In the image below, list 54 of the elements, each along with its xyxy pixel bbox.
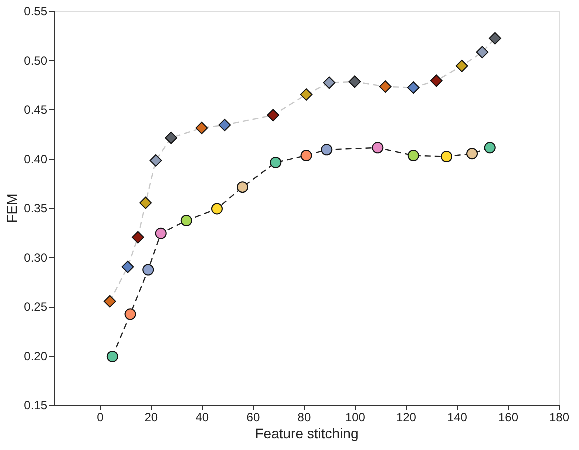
point — [165, 132, 178, 144]
point — [456, 60, 468, 72]
y-axis-title: FEM — [4, 194, 20, 224]
x-tick-label: 60 — [246, 410, 260, 424]
y-tick-label: 0.30 — [24, 250, 48, 265]
x-tick-label: 160 — [498, 410, 519, 424]
x-tick-label: 20 — [144, 410, 158, 424]
point — [430, 74, 443, 88]
point — [155, 228, 167, 240]
point — [211, 203, 223, 215]
point — [372, 142, 384, 154]
point — [489, 32, 502, 45]
point — [124, 308, 136, 320]
point — [323, 76, 336, 90]
point — [270, 156, 282, 168]
point — [122, 260, 134, 274]
point — [104, 295, 116, 308]
point — [379, 80, 392, 94]
x-tick-label: 80 — [298, 410, 312, 424]
point — [132, 231, 144, 244]
y-tick-label: 0.25 — [24, 300, 48, 314]
y-tick-label: 0.50 — [24, 54, 48, 68]
point — [218, 119, 232, 132]
y-tick-label: 0.45 — [24, 103, 48, 117]
x-tick-label: 40 — [196, 410, 210, 424]
point — [180, 215, 192, 227]
y-tick-label: 0.40 — [24, 152, 48, 166]
point — [348, 76, 362, 88]
x-tick-label: 0 — [97, 410, 104, 424]
point — [476, 46, 489, 59]
x-axis-title: Feature stitching — [255, 426, 359, 442]
point — [466, 148, 478, 160]
x-tick-label: 120 — [396, 410, 417, 424]
point — [106, 351, 118, 362]
point — [484, 142, 496, 154]
point — [236, 182, 248, 194]
y-tick-label: 0.15 — [24, 398, 48, 412]
point — [321, 144, 333, 156]
point — [300, 88, 313, 101]
y-tick-label: 0.20 — [24, 349, 48, 364]
point — [267, 109, 280, 122]
point — [196, 122, 208, 134]
point — [408, 150, 420, 162]
x-tick-label: 100 — [345, 410, 366, 424]
point — [140, 196, 152, 210]
x-tick-label: 180 — [549, 410, 570, 424]
point — [142, 264, 154, 276]
x-tick-label: 140 — [447, 410, 468, 424]
point — [150, 154, 162, 167]
y-tick-label: 0.35 — [24, 202, 48, 216]
y-tick-label: 0.55 — [24, 4, 48, 18]
point — [300, 150, 312, 162]
point — [407, 82, 420, 94]
point — [441, 151, 453, 163]
